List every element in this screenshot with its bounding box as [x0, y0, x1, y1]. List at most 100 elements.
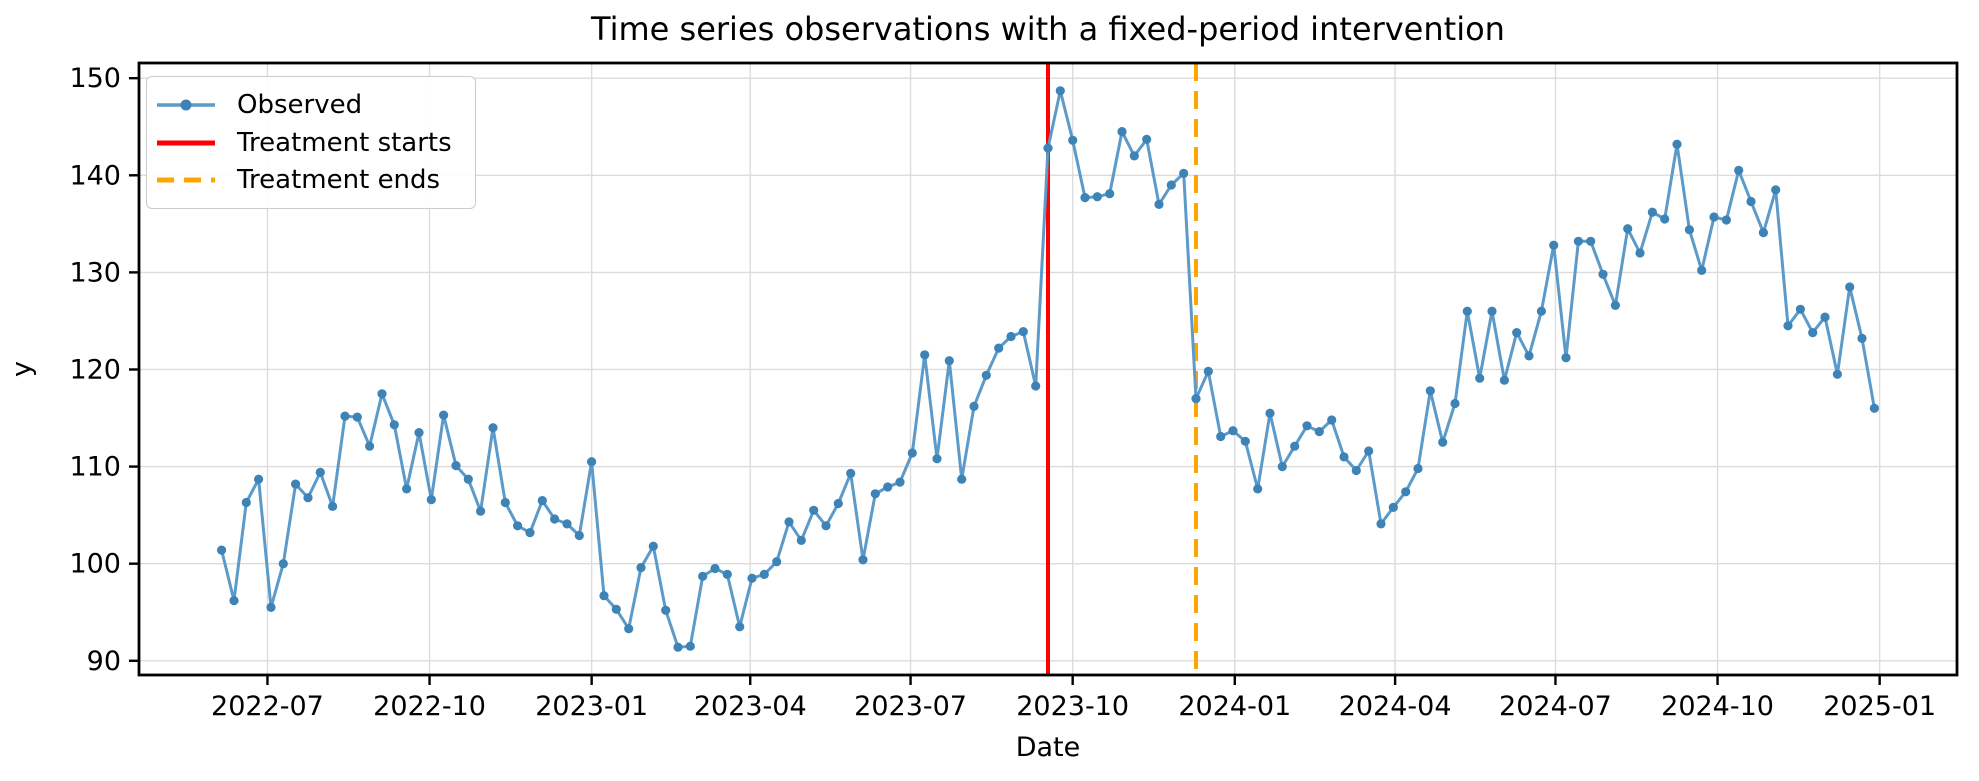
data-point — [1351, 465, 1361, 476]
data-point — [1364, 446, 1374, 456]
data-point — [747, 573, 757, 583]
data-point — [1068, 135, 1078, 145]
x-axis-tick-label: 2023-01 — [535, 691, 648, 722]
data-point — [1302, 421, 1312, 431]
data-point — [254, 474, 264, 484]
data-point — [278, 559, 288, 569]
data-point — [1536, 306, 1546, 316]
data-point — [1795, 304, 1805, 314]
data-point — [1832, 369, 1842, 379]
data-point — [685, 641, 695, 651]
data-point — [994, 343, 1004, 353]
data-point — [1549, 240, 1559, 250]
data-point — [1450, 398, 1460, 409]
data-point — [1487, 306, 1497, 316]
legend: Observed Treatment starts Treatment ends — [146, 76, 476, 209]
data-point — [377, 389, 387, 399]
data-point — [1203, 366, 1213, 376]
data-point — [1734, 165, 1744, 175]
data-point — [1672, 139, 1682, 149]
data-point — [1524, 351, 1534, 361]
x-axis-tick-label: 2023-07 — [854, 691, 967, 722]
data-point — [525, 528, 535, 538]
data-point — [229, 596, 239, 606]
x-axis-title: Date — [1015, 732, 1081, 763]
data-point — [241, 497, 251, 508]
x-axis-tick-label: 2025-01 — [1823, 691, 1936, 722]
data-point — [809, 505, 819, 515]
data-point — [1771, 185, 1781, 195]
data-point — [796, 535, 806, 546]
data-point — [1117, 127, 1127, 137]
data-point — [883, 482, 893, 492]
data-point — [611, 604, 621, 614]
data-point — [599, 591, 609, 601]
data-point — [1179, 168, 1189, 178]
data-point — [328, 501, 338, 511]
treatment-ends-line-icon — [157, 177, 215, 183]
data-point — [1166, 180, 1176, 190]
data-point — [537, 496, 547, 506]
data-point — [476, 506, 486, 516]
data-point — [1031, 381, 1041, 391]
data-point — [1462, 306, 1472, 316]
data-point — [1697, 265, 1707, 275]
x-axis-tick-label: 2023-04 — [694, 691, 807, 722]
data-point — [636, 563, 646, 573]
observed-line-icon — [157, 99, 215, 111]
legend-label-treatment-starts: Treatment starts — [237, 127, 452, 158]
data-point — [1228, 426, 1238, 436]
x-axis-tick-label: 2023-10 — [1016, 691, 1129, 722]
x-axis-tick-label: 2024-10 — [1661, 691, 1774, 722]
data-point — [870, 489, 880, 499]
data-point — [217, 545, 227, 555]
data-point — [451, 461, 461, 471]
data-point — [907, 448, 917, 458]
data-point — [1413, 463, 1423, 474]
data-point — [1216, 431, 1226, 442]
data-point — [981, 370, 991, 380]
data-point — [1512, 328, 1522, 338]
data-point — [1721, 215, 1731, 225]
data-point — [1314, 427, 1324, 437]
data-point — [1327, 415, 1337, 425]
data-point — [1142, 134, 1152, 144]
legend-label-treatment-ends: Treatment ends — [237, 165, 441, 195]
data-point — [1573, 236, 1583, 246]
x-axis-tick-label: 2022-07 — [211, 691, 324, 722]
data-point — [1240, 436, 1250, 446]
data-point — [574, 530, 584, 541]
data-point — [673, 642, 683, 652]
data-point — [365, 441, 375, 451]
data-point — [1561, 353, 1571, 363]
x-axis-tick-label: 2024-01 — [1178, 691, 1291, 722]
data-point — [1857, 333, 1867, 343]
chart-title: Time series observations with a fixed-pe… — [591, 10, 1505, 48]
data-point — [291, 479, 301, 489]
data-point — [920, 350, 930, 360]
data-point — [624, 624, 634, 634]
data-point — [1499, 375, 1509, 385]
data-point — [1635, 248, 1645, 258]
data-point — [303, 493, 313, 503]
data-point — [1018, 327, 1028, 337]
data-point — [1586, 236, 1596, 246]
data-point — [772, 557, 782, 567]
data-point — [1783, 321, 1793, 331]
data-point — [661, 605, 671, 615]
data-point — [722, 569, 732, 580]
data-point — [1647, 207, 1657, 217]
data-point — [389, 420, 399, 430]
data-point — [833, 498, 843, 509]
data-point — [1253, 484, 1263, 494]
data-point — [969, 401, 979, 411]
legend-item-observed: Observed — [155, 87, 461, 123]
data-point — [352, 412, 362, 422]
data-point — [1746, 196, 1756, 207]
data-point — [858, 555, 868, 565]
data-point — [648, 541, 658, 551]
data-point — [500, 497, 510, 508]
data-point — [315, 467, 325, 477]
data-point — [698, 571, 708, 581]
